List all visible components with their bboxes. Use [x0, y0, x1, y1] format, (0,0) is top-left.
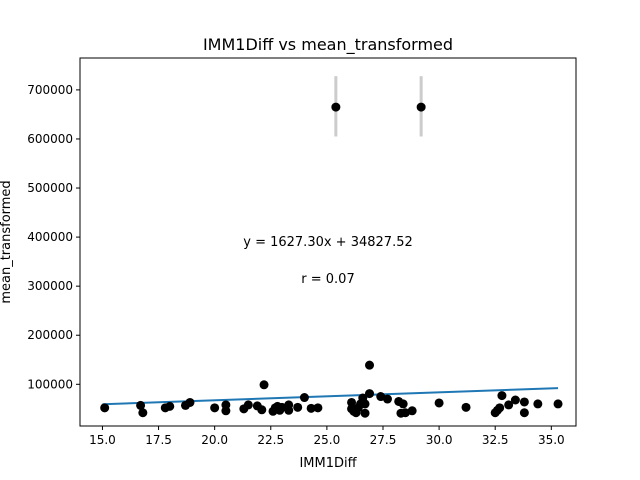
- x-axis: 15.0 17.5 20.0 22.5 25.0 27.5 30.0 32.5 35.0: [89, 426, 565, 447]
- data-point: [306, 403, 316, 413]
- data-point: [299, 393, 309, 403]
- data-point: [221, 406, 231, 416]
- axes-frame: [79, 57, 577, 427]
- x-tick-label: 30.0: [426, 433, 453, 447]
- data-point: [360, 399, 370, 409]
- data-point: [259, 380, 269, 390]
- y-tick-label: 600000: [27, 132, 73, 146]
- x-tick-label: 15.0: [89, 433, 116, 447]
- data-point: [519, 408, 529, 418]
- plot-area: [100, 76, 563, 418]
- data-point: [365, 360, 375, 370]
- data-point: [495, 403, 505, 413]
- data-point: [136, 400, 146, 410]
- data-point: [497, 391, 507, 401]
- x-tick-label: 27.5: [370, 433, 397, 447]
- y-axis-label: mean_transformed: [0, 180, 14, 303]
- data-point: [407, 406, 417, 416]
- x-tick-label: 32.5: [482, 433, 509, 447]
- correlation-coefficient: r = 0.07: [301, 272, 354, 287]
- y-tick-label: 200000: [27, 328, 73, 342]
- data-point: [504, 400, 514, 410]
- y-axis: 100000 200000 300000 400000 500000 600000 7000…: [27, 83, 80, 391]
- regression-line: [102, 387, 559, 406]
- data-point: [533, 399, 543, 409]
- data-point: [210, 403, 220, 413]
- data-point: [434, 398, 444, 408]
- data-point: [461, 402, 471, 412]
- y-tick-label: 700000: [27, 83, 73, 97]
- data-point: [382, 394, 392, 404]
- data-point: [257, 405, 267, 415]
- data-point: [293, 402, 303, 412]
- x-tick-label: 20.0: [201, 433, 228, 447]
- x-axis-label: IMM1Diff: [299, 456, 357, 471]
- data-point: [398, 399, 408, 409]
- annotations: y = 1627.30x + 34827.52 r = 0.07: [243, 235, 413, 287]
- x-tick-label: 17.5: [145, 433, 172, 447]
- data-point: [138, 408, 148, 418]
- y-tick-label: 500000: [27, 181, 73, 195]
- data-point: [347, 397, 357, 407]
- data-point: [510, 395, 520, 405]
- x-tick-label: 22.5: [257, 433, 284, 447]
- x-tick-label: 35.0: [538, 433, 565, 447]
- data-point: [360, 408, 370, 418]
- y-tick-label: 100000: [27, 377, 73, 391]
- data-point: [331, 102, 341, 112]
- chart-title: IMM1Diff vs mean_transformed: [203, 35, 453, 55]
- data-point: [165, 401, 175, 411]
- x-tick-label: 25.0: [314, 433, 341, 447]
- data-point: [284, 400, 294, 410]
- data-point: [365, 389, 375, 399]
- data-point: [243, 400, 253, 410]
- data-point: [100, 403, 110, 413]
- data-point: [185, 397, 195, 407]
- data-point: [313, 403, 323, 413]
- data-point: [519, 397, 529, 407]
- data-point: [553, 399, 563, 409]
- regression-equation: y = 1627.30x + 34827.52: [243, 235, 413, 250]
- y-tick-label: 300000: [27, 279, 73, 293]
- data-point: [416, 102, 426, 112]
- y-tick-label: 400000: [27, 230, 73, 244]
